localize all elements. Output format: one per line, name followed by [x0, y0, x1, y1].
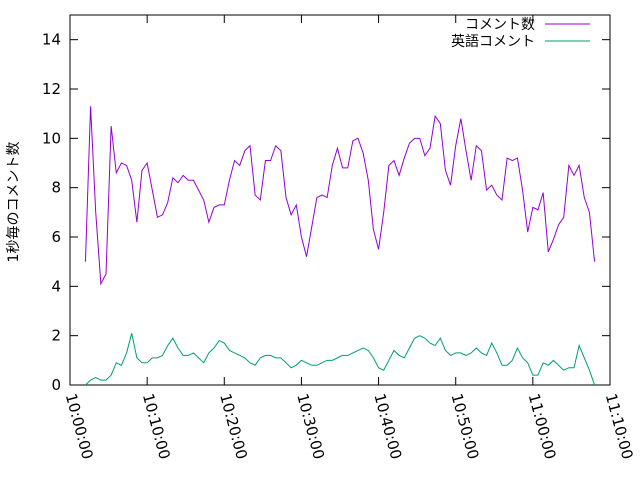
plot-frame-group — [69, 14, 611, 386]
x-tick-label: 10:30:00 — [293, 392, 328, 462]
y-tick-label: 0 — [51, 376, 61, 394]
x-tick-label: 11:10:00 — [602, 392, 637, 462]
series-lines — [84, 106, 596, 386]
x-tick-label: 10:10:00 — [139, 392, 174, 462]
series-line-2 — [85, 333, 596, 386]
y-tick-label: 14 — [42, 31, 61, 49]
plot-frame — [69, 14, 611, 386]
series-line-1 — [84, 106, 596, 286]
y-tick-label: 8 — [51, 179, 61, 197]
x-tick-label: 10:20:00 — [216, 392, 251, 462]
y-tick-label: 6 — [51, 228, 61, 246]
x-tick-label: 11:00:00 — [525, 392, 560, 462]
x-tick-label: 10:40:00 — [370, 392, 405, 462]
y-tick-label: 4 — [51, 277, 61, 295]
y-tick-label: 2 — [51, 327, 61, 345]
y-tick-label: 10 — [42, 129, 61, 147]
y-axis-label: 1秒毎のコメント数 — [6, 142, 22, 263]
y-tick-labels: 0 2 4 6 8 10 12 14 — [42, 31, 61, 394]
x-tick-label: 10:50:00 — [448, 392, 483, 462]
tick-marks — [69, 15, 611, 386]
legend-label-1: コメント数 — [465, 17, 535, 33]
x-tick-label: 10:00:00 — [62, 392, 97, 462]
x-tick-labels: 10:00:00 10:10:00 10:20:00 10:30:00 10:40:00… — [62, 392, 637, 462]
y-tick-label: 12 — [42, 80, 61, 98]
legend-label-2: 英語コメント — [451, 33, 535, 50]
